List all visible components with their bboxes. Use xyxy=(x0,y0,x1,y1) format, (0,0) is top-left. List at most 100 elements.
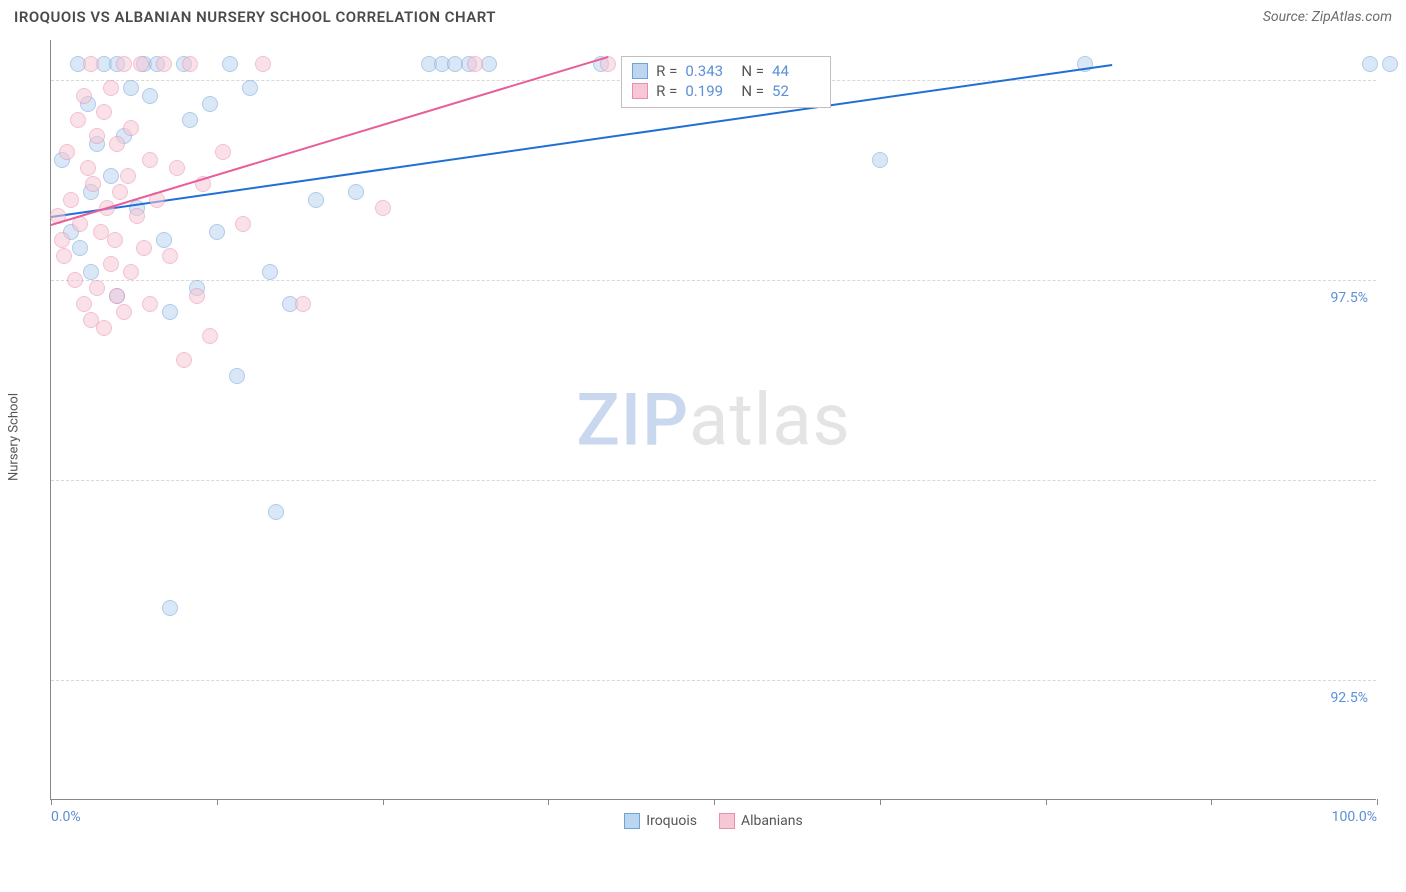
scatter-point xyxy=(109,288,125,304)
scatter-point xyxy=(242,80,258,96)
watermark: ZIPatlas xyxy=(576,377,850,462)
legend-label: Albanians xyxy=(741,813,803,829)
scatter-point xyxy=(262,264,278,280)
scatter-point xyxy=(202,328,218,344)
scatter-point xyxy=(375,200,391,216)
stats-box: R = 0.343 N = 44 R = 0.199 N = 52 xyxy=(621,56,831,108)
scatter-point xyxy=(129,208,145,224)
legend-swatch xyxy=(719,813,735,829)
stat-r-label: R = xyxy=(656,62,677,80)
scatter-point xyxy=(162,600,178,616)
legend-swatch xyxy=(632,63,648,79)
stat-n-label: N = xyxy=(741,62,764,80)
scatter-point xyxy=(467,56,483,72)
legend-item: Albanians xyxy=(719,813,803,829)
scatter-point xyxy=(872,152,888,168)
scatter-point xyxy=(222,56,238,72)
scatter-point xyxy=(116,56,132,72)
x-tick-mark xyxy=(1377,799,1378,805)
x-tick-mark xyxy=(880,799,881,805)
stats-row: R = 0.343 N = 44 xyxy=(632,61,820,81)
scatter-point xyxy=(189,288,205,304)
scatter-point xyxy=(1362,56,1378,72)
scatter-point xyxy=(109,136,125,152)
gridline-h xyxy=(51,280,1376,281)
scatter-point xyxy=(182,56,198,72)
stats-row: R = 0.199 N = 52 xyxy=(632,81,820,101)
watermark-zip: ZIP xyxy=(576,377,689,462)
scatter-point xyxy=(169,160,185,176)
scatter-point xyxy=(133,56,149,72)
y-tick-label: 92.5% xyxy=(1330,690,1368,706)
x-tick-mark xyxy=(1211,799,1212,805)
legend-swatch xyxy=(632,83,648,99)
scatter-point xyxy=(89,280,105,296)
scatter-point xyxy=(103,80,119,96)
scatter-point xyxy=(142,152,158,168)
legend-label: Iroquois xyxy=(646,813,697,829)
stat-n-value: 44 xyxy=(772,62,820,80)
scatter-point xyxy=(348,184,364,200)
scatter-point xyxy=(89,128,105,144)
stat-n-label: N = xyxy=(741,82,764,100)
scatter-point xyxy=(72,240,88,256)
y-tick-label: 97.5% xyxy=(1330,290,1368,306)
y-axis-label: Nursery School xyxy=(7,393,22,481)
scatter-point xyxy=(59,144,75,160)
scatter-point xyxy=(295,296,311,312)
scatter-point xyxy=(1382,56,1398,72)
scatter-point xyxy=(162,248,178,264)
scatter-point xyxy=(255,56,271,72)
scatter-point xyxy=(156,56,172,72)
scatter-point xyxy=(103,168,119,184)
source-label: Source: ZipAtlas.com xyxy=(1263,9,1392,25)
stat-r-value: 0.199 xyxy=(685,82,733,100)
scatter-point xyxy=(76,88,92,104)
scatter-point xyxy=(83,56,99,72)
stat-n-value: 52 xyxy=(772,82,820,100)
scatter-point xyxy=(96,320,112,336)
scatter-point xyxy=(123,120,139,136)
scatter-point xyxy=(229,368,245,384)
x-tick-mark xyxy=(51,799,52,805)
chart-container: Nursery School ZIPatlas 92.5%97.5%0.0%10… xyxy=(14,32,1392,842)
header: IROQUOIS VS ALBANIAN NURSERY SCHOOL CORR… xyxy=(0,0,1406,32)
legend-item: Iroquois xyxy=(624,813,697,829)
scatter-point xyxy=(136,240,152,256)
scatter-point xyxy=(107,232,123,248)
scatter-point xyxy=(67,272,83,288)
trend-line xyxy=(51,64,1112,218)
scatter-point xyxy=(120,168,136,184)
scatter-point xyxy=(156,232,172,248)
gridline-h xyxy=(51,680,1376,681)
x-tick-mark xyxy=(1046,799,1047,805)
scatter-point xyxy=(308,192,324,208)
x-tick-mark xyxy=(714,799,715,805)
scatter-point xyxy=(85,176,101,192)
gridline-h xyxy=(51,480,1376,481)
scatter-point xyxy=(182,112,198,128)
stat-r-label: R = xyxy=(656,82,677,100)
legend-swatch xyxy=(624,813,640,829)
scatter-point xyxy=(103,256,119,272)
scatter-point xyxy=(80,160,96,176)
scatter-point xyxy=(54,232,70,248)
scatter-point xyxy=(235,216,251,232)
scatter-point xyxy=(83,264,99,280)
scatter-point xyxy=(123,264,139,280)
scatter-point xyxy=(56,248,72,264)
scatter-point xyxy=(215,144,231,160)
scatter-point xyxy=(96,104,112,120)
scatter-point xyxy=(209,224,225,240)
x-tick-mark xyxy=(548,799,549,805)
scatter-point xyxy=(63,192,79,208)
scatter-point xyxy=(116,304,132,320)
x-tick-mark xyxy=(383,799,384,805)
stat-r-value: 0.343 xyxy=(685,62,733,80)
scatter-point xyxy=(142,88,158,104)
scatter-point xyxy=(142,296,158,312)
scatter-point xyxy=(268,504,284,520)
watermark-atlas: atlas xyxy=(689,377,851,462)
x-tick-mark xyxy=(217,799,218,805)
scatter-point xyxy=(76,296,92,312)
